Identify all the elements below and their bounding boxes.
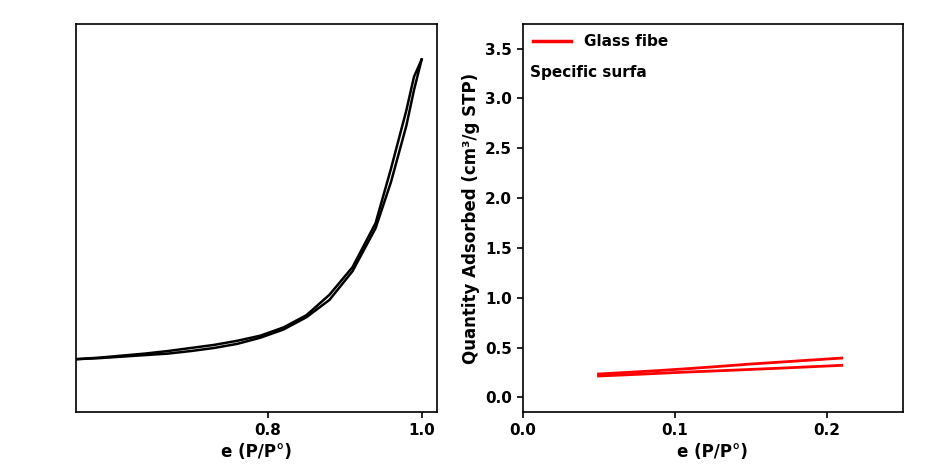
X-axis label: e (P/P°): e (P/P°) <box>677 443 748 461</box>
Legend: Glass fibe: Glass fibe <box>527 28 674 55</box>
X-axis label: e (P/P°): e (P/P°) <box>221 443 292 461</box>
Text: Specific surfa: Specific surfa <box>530 64 647 80</box>
Y-axis label: Quantity Adsorbed (cm³/g STP): Quantity Adsorbed (cm³/g STP) <box>462 73 480 364</box>
